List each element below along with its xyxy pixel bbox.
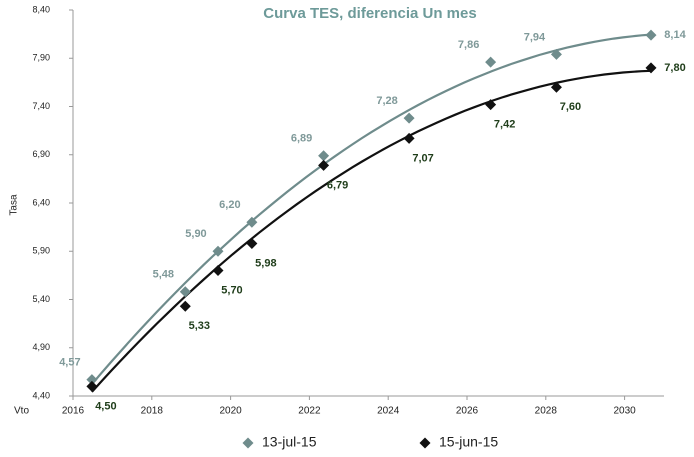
x-axis-label: Vto bbox=[14, 406, 29, 417]
point bbox=[179, 286, 191, 298]
y-tick-label: 6,90 bbox=[32, 149, 50, 159]
y-tick-label: 5,90 bbox=[32, 246, 50, 256]
x-tick-label: 2018 bbox=[141, 406, 164, 417]
point bbox=[403, 132, 415, 144]
data-label: 7,42 bbox=[494, 118, 515, 130]
y-tick-label: 4,90 bbox=[32, 342, 50, 352]
data-label: 8,14 bbox=[664, 29, 686, 41]
point bbox=[550, 48, 562, 60]
point bbox=[403, 112, 415, 124]
data-label: 7,86 bbox=[458, 39, 479, 51]
data-label: 7,60 bbox=[560, 101, 581, 113]
legend-label: 13-jul-15 bbox=[262, 434, 317, 450]
point bbox=[86, 374, 98, 386]
point bbox=[179, 300, 191, 312]
point bbox=[645, 62, 657, 74]
data-label: 7,07 bbox=[412, 152, 433, 164]
y-tick-label: 7,90 bbox=[32, 53, 50, 63]
y-tick-label: 5,40 bbox=[32, 294, 50, 304]
data-label: 6,79 bbox=[327, 179, 348, 191]
x-tick-label: 2026 bbox=[456, 406, 479, 417]
x-tick-label: 2016 bbox=[62, 406, 85, 417]
point bbox=[318, 150, 330, 162]
legend-label: 15-jun-15 bbox=[439, 434, 498, 450]
chart-title: Curva TES, diferencia Un mes bbox=[263, 5, 476, 22]
data-label: 7,28 bbox=[376, 95, 397, 107]
y-tick-label: 4,40 bbox=[32, 390, 50, 400]
x-tick-label: 2024 bbox=[377, 406, 400, 417]
data-label: 5,90 bbox=[185, 228, 206, 240]
point bbox=[246, 238, 258, 250]
y-tick-label: 6,40 bbox=[32, 197, 50, 207]
legend-marker bbox=[419, 437, 431, 449]
data-label: 4,57 bbox=[59, 357, 80, 369]
point bbox=[212, 265, 224, 277]
legend-marker bbox=[242, 437, 254, 449]
x-tick-label: 2028 bbox=[535, 406, 558, 417]
y-axis-label: Tasa bbox=[9, 194, 20, 216]
point bbox=[485, 99, 497, 111]
data-label: 5,70 bbox=[221, 284, 242, 296]
trend-line bbox=[91, 69, 652, 393]
x-tick-label: 2030 bbox=[613, 406, 636, 417]
point bbox=[86, 380, 98, 392]
trend-line bbox=[91, 33, 652, 385]
data-label: 4,50 bbox=[95, 400, 116, 412]
point bbox=[550, 81, 562, 93]
data-label: 5,33 bbox=[189, 320, 210, 332]
data-label: 7,80 bbox=[664, 62, 685, 74]
data-label: 5,98 bbox=[255, 257, 276, 269]
point bbox=[318, 159, 330, 171]
data-label: 6,20 bbox=[219, 199, 240, 211]
data-label: 5,48 bbox=[153, 269, 174, 281]
point bbox=[485, 56, 497, 68]
point bbox=[645, 29, 657, 41]
x-tick-label: 2022 bbox=[298, 406, 321, 417]
point bbox=[212, 245, 224, 257]
y-tick-label: 8,40 bbox=[32, 4, 50, 14]
point bbox=[246, 216, 258, 228]
x-tick-label: 2020 bbox=[219, 406, 242, 417]
y-tick-label: 7,40 bbox=[32, 101, 50, 111]
data-label: 7,94 bbox=[524, 31, 546, 43]
data-label: 6,89 bbox=[291, 133, 312, 145]
